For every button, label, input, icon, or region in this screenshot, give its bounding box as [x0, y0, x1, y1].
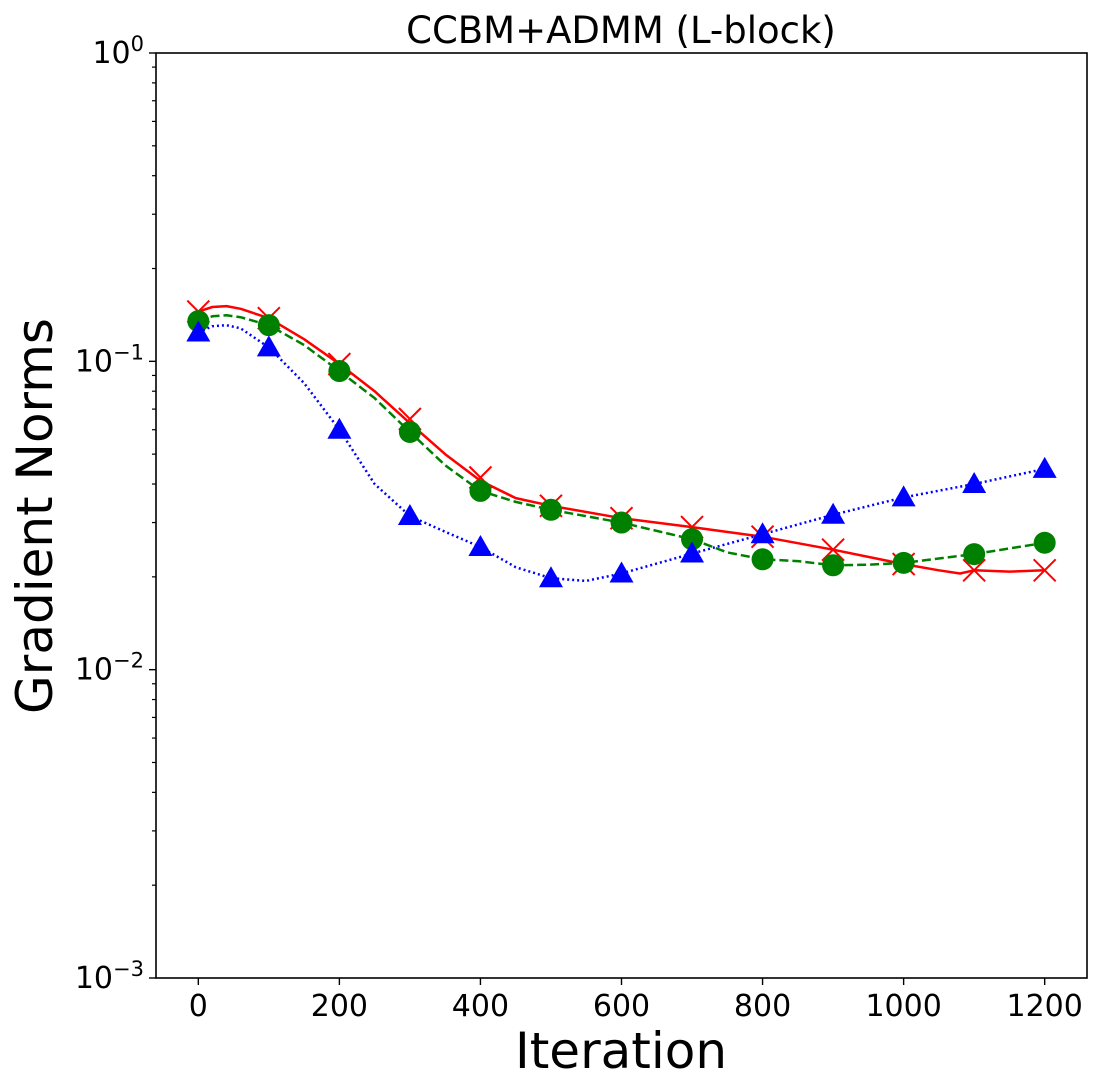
- data-point-green: [328, 360, 351, 383]
- data-point-green: [1033, 531, 1056, 554]
- x-axis-label: Iteration: [515, 1022, 727, 1080]
- y-tick-label: 10−2: [75, 649, 144, 688]
- data-point-red: [821, 537, 845, 562]
- data-point-green: [751, 548, 774, 571]
- data-point-green: [398, 420, 421, 443]
- data-point-blue: [468, 534, 493, 556]
- x-tick-label: 1200: [1007, 989, 1083, 1024]
- y-tick-label: 10−1: [75, 340, 144, 379]
- series-layer: [186, 299, 1057, 588]
- data-point-blue: [327, 417, 352, 439]
- data-point-green: [681, 528, 704, 551]
- y-tick-label: 10−3: [75, 957, 144, 996]
- data-point-blue: [680, 541, 705, 563]
- data-point-blue: [256, 335, 281, 357]
- plot-frame: [155, 52, 1088, 979]
- axis-ticks: 0 200 400 600 800 1000 1200 10−3 10−2 10−1 100: [75, 32, 1083, 1024]
- data-point-blue: [750, 522, 775, 544]
- data-point-blue: [609, 561, 634, 583]
- series-line-red: [197, 304, 1045, 575]
- y-tick-label: 100: [92, 32, 144, 71]
- x-tick-label: 200: [311, 989, 368, 1024]
- series-line-green: [197, 314, 1045, 567]
- data-point-blue: [891, 485, 916, 507]
- data-point-red: [1032, 558, 1057, 583]
- x-tick-label: 1000: [865, 989, 941, 1024]
- data-point-green: [257, 314, 280, 337]
- data-point-green: [469, 479, 492, 502]
- data-point-blue: [397, 504, 422, 526]
- x-tick-label: 600: [593, 989, 650, 1024]
- chart-title: CCBM+ADMM (L-block): [406, 9, 836, 52]
- data-point-blue: [821, 502, 846, 524]
- x-tick-label: 0: [189, 989, 208, 1024]
- data-point-green: [963, 543, 986, 566]
- data-point-blue: [186, 320, 211, 342]
- x-tick-label: 800: [734, 989, 791, 1024]
- data-point-blue: [1032, 456, 1057, 478]
- data-point-green: [892, 551, 915, 574]
- data-point-green: [539, 498, 562, 521]
- data-point-blue: [538, 566, 563, 588]
- data-point-green: [610, 511, 633, 534]
- series-green: [187, 310, 1056, 577]
- data-point-green: [822, 554, 845, 577]
- series-blue: [186, 320, 1057, 588]
- y-axis-label: Gradient Norms: [6, 318, 64, 714]
- x-tick-label: 400: [452, 989, 509, 1024]
- data-point-red: [962, 558, 986, 583]
- data-point-blue: [962, 472, 987, 494]
